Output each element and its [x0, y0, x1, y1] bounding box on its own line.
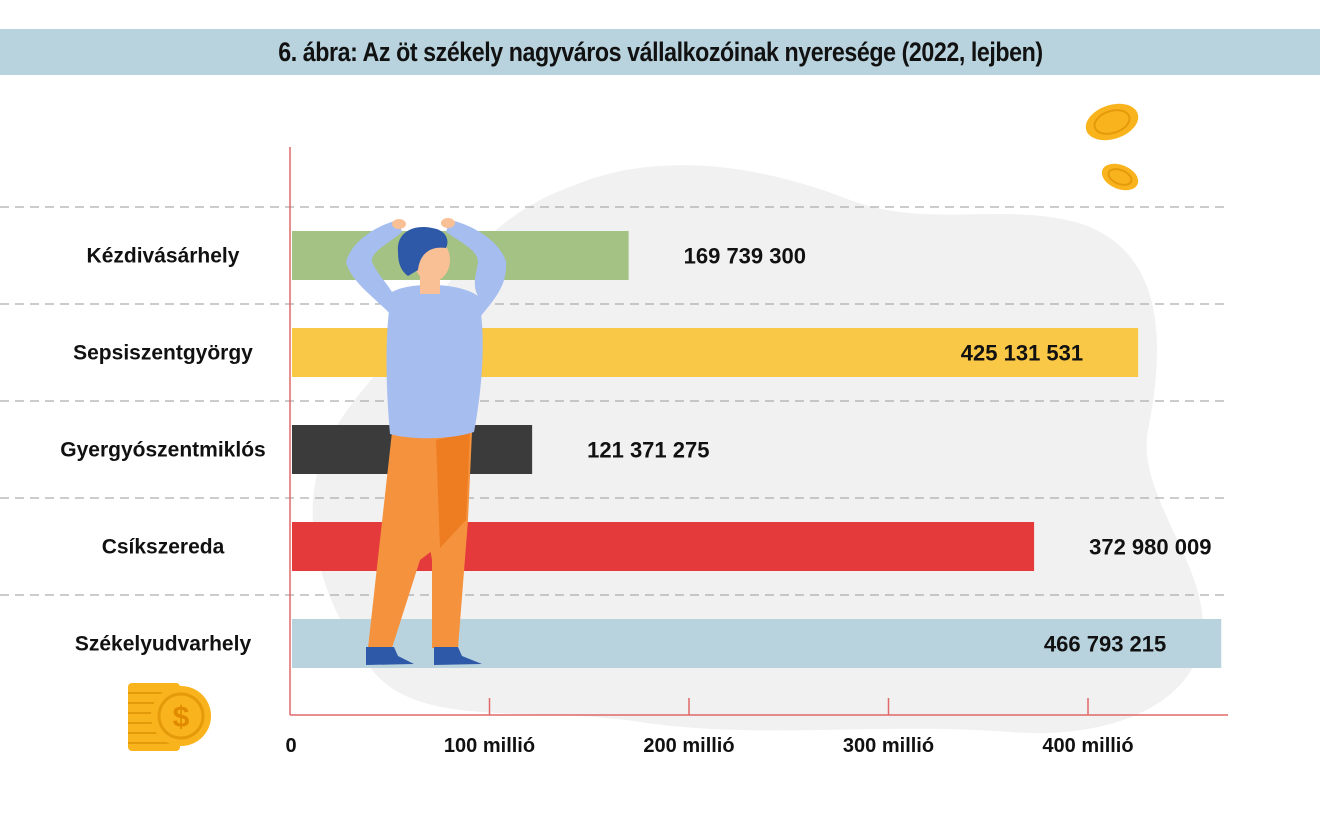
value-label: 121 371 275: [587, 438, 709, 463]
value-label: 425 131 531: [961, 341, 1083, 366]
category-label: Gyergyószentmiklós: [60, 439, 265, 462]
coin-stack-icon: $: [128, 683, 211, 751]
category-label: Székelyudvarhely: [75, 633, 252, 656]
person-leg-shadow: [436, 432, 470, 548]
x-tick-label: 300 millió: [843, 735, 934, 757]
person-shoe-right: [434, 647, 482, 665]
person-arm-right: [446, 220, 507, 330]
dollar-sign-icon: $: [173, 701, 190, 734]
coin-icon: [1107, 168, 1133, 186]
value-label: 372 980 009: [1089, 535, 1211, 560]
dollar-coin-rim: [157, 692, 205, 740]
background-blob: [312, 165, 1204, 734]
x-tick-label: 400 millió: [1042, 735, 1133, 757]
person-hand-left: [392, 219, 406, 229]
falling-coins-icon: [1085, 103, 1139, 191]
x-tick-label: 0: [285, 735, 296, 757]
x-tick-label: 200 millió: [643, 735, 734, 757]
value-label: 466 793 215: [1044, 632, 1166, 657]
coin-icon: [1093, 109, 1131, 135]
person-hair: [397, 227, 448, 276]
row-separators: [0, 206, 1225, 596]
person-arm-left: [346, 220, 402, 325]
category-label: Sepsiszentgyörgy: [73, 342, 253, 365]
category-label: Kézdivásárhely: [87, 245, 240, 268]
chart-title: 6. ábra: Az öt székely nagyváros vállalk…: [277, 36, 1043, 67]
person-torso: [386, 284, 483, 439]
person-illustration: [346, 218, 507, 665]
person-shoe-left: [366, 647, 414, 665]
title-band: 6. ábra: Az öt székely nagyváros vállalk…: [0, 29, 1320, 75]
coin-icon: [1085, 103, 1139, 141]
person-hand-right: [441, 218, 455, 228]
coin-icon: [1101, 163, 1139, 191]
x-tick-label: 100 millió: [444, 735, 535, 757]
x-axis-ticks: 0 100 millió 200 millió 300 millió 400 milli…: [285, 698, 1134, 757]
category-label: Csíkszereda: [102, 536, 225, 559]
value-label: 169 739 300: [684, 244, 806, 269]
